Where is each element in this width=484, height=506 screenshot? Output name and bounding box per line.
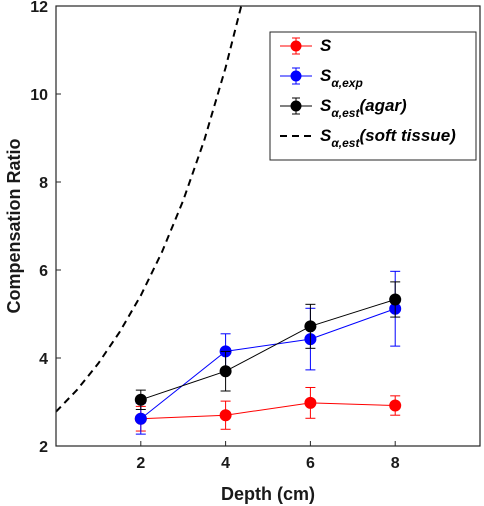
data-point [389,399,402,412]
legend-label: Sα,exp [320,66,363,90]
x-tick-label: 4 [221,455,230,472]
series-line [140,299,396,401]
legend-label-subscript: α,est [331,136,360,150]
y-tick-label: 4 [39,351,48,368]
data-point [134,393,147,406]
x-tick-label: 2 [136,455,145,472]
x-tick-label: 8 [391,455,400,472]
data-point [389,293,402,306]
data-point [304,396,317,409]
y-tick-label: 12 [30,0,48,16]
legend-box [269,31,477,161]
legend-label-main: S [320,96,332,115]
legend-label-main: S [320,36,332,55]
legend-label-main: S [320,66,332,85]
legend-swatch-marker [290,70,302,82]
data-point [219,365,232,378]
legend-label: S [320,36,332,55]
series-layer [56,6,402,435]
y-tick-label: 2 [39,439,48,456]
legend-label-main: S [320,126,332,145]
legend-label-tail: (agar) [359,96,407,115]
y-tick-label: 6 [39,263,48,280]
x-tick-label: 6 [306,455,315,472]
legend-swatch-marker [290,40,302,52]
data-point [304,320,317,333]
legend-label: Sα,est(soft tissue) [320,126,456,150]
y-axis-label: Compensation Ratio [4,138,24,313]
plot-frame [55,5,481,447]
legend-swatch-marker [290,100,302,112]
series-line [140,402,396,420]
legend-label-subscript: α,exp [331,76,362,90]
y-tick-label: 8 [39,175,48,192]
legend-label-tail: (soft tissue) [359,126,456,145]
data-point [219,409,232,422]
x-axis-label: Depth (cm) [221,484,315,504]
legend-label: Sα,est(agar) [320,96,407,120]
axis-ticks: 2 4 6 8 2 4 6 8 10 12 [30,0,400,472]
data-point [134,412,147,425]
y-tick-label: 10 [30,87,48,104]
legend-label-subscript: α,est [331,106,360,120]
series-line-soft-tissue [56,6,254,413]
series-2 [134,281,402,410]
